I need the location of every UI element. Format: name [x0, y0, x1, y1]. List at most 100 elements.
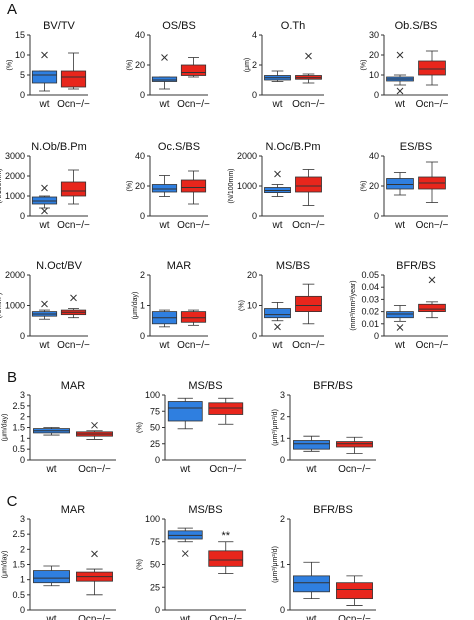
y-tick-label: 1.5: [12, 560, 25, 570]
box-body: [295, 176, 322, 193]
outlier-mark: [41, 51, 48, 59]
y-tick-label: 20: [135, 60, 145, 70]
box-wt: [151, 175, 178, 197]
y-tick-label: 100: [145, 390, 160, 400]
y-axis-label: (μm³/μm²/d): [272, 546, 279, 583]
box-wt: [167, 397, 203, 430]
category-label-wt: wt: [46, 464, 57, 475]
y-tick-label: 0: [20, 455, 25, 465]
outlier-mark: [274, 170, 281, 178]
outlier-mark: [396, 51, 404, 59]
y-tick-label: 25: [150, 439, 160, 449]
box-body: [418, 60, 446, 76]
subplot: ES/BS 0 20 40 (%) wt Ocn−/−: [361, 141, 449, 231]
category-label-ocn: Ocn−/−: [78, 464, 111, 475]
y-tick-label: 1: [280, 433, 285, 443]
y-tick-label: 0: [252, 211, 257, 221]
subplot: N.Oct/BV 0 1000 2000 (N/mm³) wt Ocn−/−: [0, 260, 90, 351]
y-tick-label: 1: [140, 301, 145, 311]
category-label-ocn: Ocn−/−: [57, 220, 90, 231]
outlier-stroke: [70, 294, 77, 302]
box-body: [151, 76, 178, 82]
y-tick-label: 2000: [5, 171, 25, 181]
y-tick-label: 2: [140, 270, 145, 280]
y-axis-label: (%): [7, 60, 14, 71]
y-tick-label: 2.5: [12, 529, 25, 539]
outlier-stroke: [274, 323, 281, 331]
y-tick-label: 50: [150, 423, 160, 433]
y-tick-label: 40: [135, 151, 145, 161]
category-label-wt: wt: [159, 99, 170, 110]
y-tick-label: 2.5: [12, 401, 25, 411]
box-wt: [293, 561, 330, 600]
box-wt: [167, 527, 203, 557]
significance-annotation: **: [221, 530, 230, 542]
box-body: [293, 575, 330, 593]
y-tick-label: 1: [20, 575, 25, 585]
box-wt: [151, 54, 178, 90]
outlier-stroke: [396, 87, 404, 95]
box-ocn: [295, 283, 322, 325]
box-wt: [33, 565, 70, 587]
y-tick-label: 0: [280, 605, 285, 615]
y-tick-label: 75: [150, 406, 160, 416]
subplot: O.Th 0 2 4 (μm) wt Ocn−/−: [244, 20, 325, 110]
y-axis-label: (μm/day): [1, 551, 8, 579]
box-ocn: [418, 161, 446, 203]
box-ocn: [180, 309, 207, 326]
category-label-wt: wt: [306, 614, 317, 620]
category-label-ocn: Ocn−/−: [177, 220, 210, 231]
outlier-stroke: [41, 184, 48, 192]
subplot-title: N.Oc/B.Pm: [265, 141, 320, 153]
category-label-wt: wt: [272, 99, 283, 110]
y-axis-label: (μm/day): [132, 292, 139, 320]
y-tick-label: 100: [145, 514, 160, 524]
y-tick-label: 50: [150, 560, 160, 570]
y-tick-label: 0.5: [12, 590, 25, 600]
y-tick-label: 0: [374, 211, 379, 221]
box-body: [293, 440, 330, 450]
outlier-stroke: [91, 550, 98, 558]
box-body: [386, 178, 414, 190]
outlier-stroke: [161, 54, 168, 61]
box-ocn: [336, 575, 373, 606]
box-body: [208, 402, 244, 415]
y-tick-label: 0: [20, 211, 25, 221]
box-body: [167, 401, 203, 422]
y-tick-label: 1000: [5, 191, 25, 201]
y-tick-label: 0: [140, 331, 145, 341]
y-axis-label: (μm³/μm²/d): [272, 409, 279, 446]
y-tick-label: 2: [280, 412, 285, 422]
category-label-ocn: Ocn−/−: [338, 464, 371, 475]
category-label-wt: wt: [159, 220, 170, 231]
y-tick-label: 10: [15, 50, 25, 60]
subplot-title: BFR/BS: [396, 260, 436, 272]
box-body: [208, 550, 244, 567]
category-label-ocn: Ocn−/−: [57, 340, 90, 351]
subplot-title: BFR/BS: [313, 380, 353, 392]
panel-letter: A: [7, 1, 17, 18]
box-ocn: [76, 550, 113, 596]
y-tick-label: 0: [280, 455, 285, 465]
subplot: OS/BS 0 20 40 (%) wt Ocn−/−: [127, 20, 210, 110]
y-tick-label: 0: [252, 90, 257, 100]
y-tick-label: 10: [247, 301, 257, 311]
y-tick-label: 1000: [5, 301, 25, 311]
y-axis-label: (N/mm³): [0, 293, 3, 319]
outlier-mark: [91, 550, 98, 558]
subplot-title: BV/TV: [43, 20, 75, 32]
y-tick-label: 0: [155, 455, 160, 465]
box-ocn: [336, 436, 373, 454]
box-ocn: [208, 397, 244, 425]
y-tick-label: 0: [140, 90, 145, 100]
outlier-stroke: [41, 300, 48, 308]
category-label-wt: wt: [39, 340, 50, 351]
y-tick-label: 25: [150, 582, 160, 592]
category-label-wt: wt: [39, 220, 50, 231]
y-tick-label: 20: [369, 181, 379, 191]
box-body: [386, 311, 414, 319]
box-body: [295, 295, 322, 313]
category-label-ocn: Ocn−/−: [57, 99, 90, 110]
outlier-mark: [181, 550, 189, 557]
